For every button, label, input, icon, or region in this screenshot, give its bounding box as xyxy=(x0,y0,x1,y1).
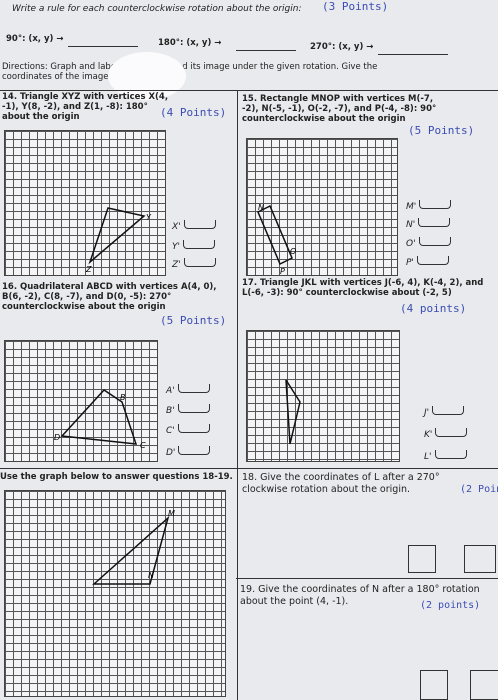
answer: Y' xyxy=(172,240,215,252)
rule-90: 90°: (x, y) → xyxy=(6,34,64,44)
label: C' xyxy=(166,426,175,436)
points: (2 points) xyxy=(420,600,481,611)
label: Z' xyxy=(172,260,181,270)
points: (4 points) xyxy=(400,302,467,315)
answer: K' xyxy=(424,428,468,440)
label: Y' xyxy=(172,242,180,252)
problem-17: 17. Triangle JKL with vertices J(-6, 4),… xyxy=(242,278,484,298)
rule-180: 180°: (x, y) → xyxy=(158,38,222,48)
answer: B' xyxy=(166,404,210,416)
answer: M' xyxy=(406,200,452,212)
points: (3 Points) xyxy=(322,0,389,13)
vertex-label: B xyxy=(120,393,126,402)
vertex-label: P xyxy=(280,267,285,276)
vertex-label: M xyxy=(168,509,175,518)
vertex-label: C xyxy=(140,441,146,450)
directions: Directions: Graph and label each figure … xyxy=(2,62,378,82)
label: D' xyxy=(166,448,176,458)
problem-15: 15. Rectangle MNOP with vertices M(-7, -… xyxy=(242,94,437,124)
answer: X' xyxy=(172,220,216,232)
points: (5 Points) xyxy=(160,314,227,327)
points: (4 Points) xyxy=(160,106,227,119)
question-18: 18. Give the coordinates of L after a 27… xyxy=(242,472,440,495)
vertex-label: Z xyxy=(85,265,92,274)
points: (5 Points) xyxy=(408,124,475,137)
vertex-label: N xyxy=(258,203,264,212)
graph-note: Use the graph below to answer questions … xyxy=(0,472,233,482)
answer: Z' xyxy=(172,258,216,270)
answer: C' xyxy=(166,424,210,436)
points: (2 Points) xyxy=(460,484,498,495)
vertex-label: D xyxy=(54,433,60,442)
answer: P' xyxy=(406,256,449,268)
vertex-label: O xyxy=(290,247,296,256)
label: O' xyxy=(406,239,416,249)
rule-270: 270°: (x, y) → xyxy=(310,42,374,52)
problem-14: 14. Triangle XYZ with vertices X(4, -1),… xyxy=(2,92,169,122)
answer: O' xyxy=(406,237,451,249)
instruction: Write a rule for each counterclockwise r… xyxy=(12,4,302,14)
answer: N' xyxy=(406,218,451,230)
answer: J' xyxy=(424,406,465,418)
label: K' xyxy=(424,430,433,440)
label: J' xyxy=(424,408,430,418)
label: A' xyxy=(166,386,175,396)
label: N' xyxy=(406,220,416,230)
answer: L' xyxy=(424,450,467,462)
label: M' xyxy=(406,202,417,212)
label: X' xyxy=(172,222,181,232)
vertex-label: N xyxy=(148,571,154,580)
answer: D' xyxy=(166,446,211,458)
label: P' xyxy=(406,258,414,268)
problem-16: 16. Quadrilateral ABCD with vertices A(4… xyxy=(2,282,217,312)
answer: A' xyxy=(166,384,210,396)
label: B' xyxy=(166,406,175,416)
question-19: 19. Give the coordinates of N after a 18… xyxy=(240,584,480,607)
label: L' xyxy=(424,452,432,462)
vertex-label: Y xyxy=(146,213,152,222)
